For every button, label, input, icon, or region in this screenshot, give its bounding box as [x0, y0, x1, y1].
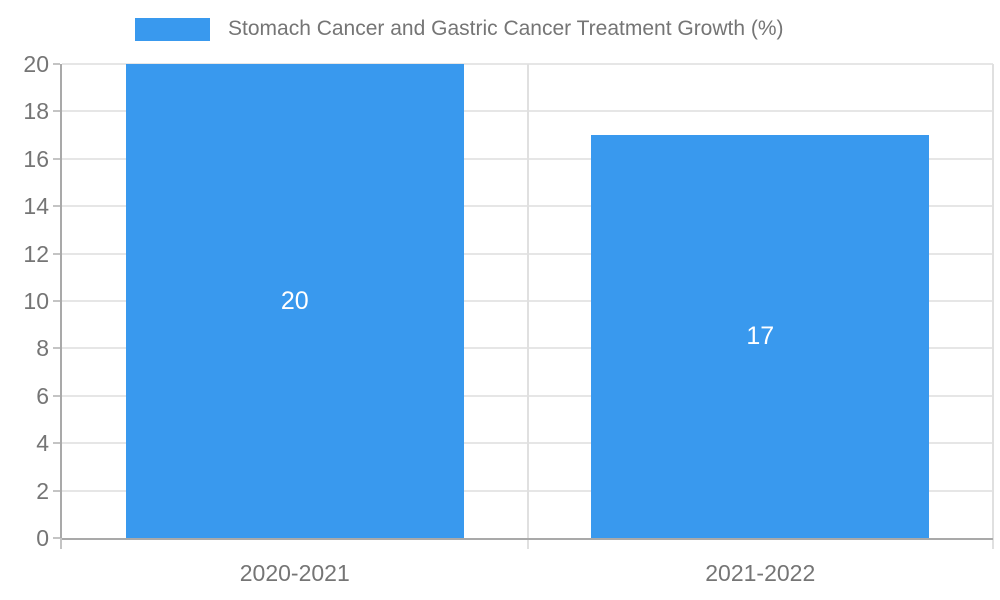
y-axis-tick: [53, 300, 60, 302]
y-tick-label: 18: [23, 98, 49, 125]
y-tick-label: 12: [23, 240, 49, 267]
y-axis-tick: [53, 157, 60, 160]
plot-right-border: [992, 64, 994, 549]
y-tick-label: 20: [23, 51, 49, 77]
y-tick-label: 4: [36, 430, 49, 457]
plot-area: 0 2 4 6 8 10 12 14 16 18 20 20 17: [23, 51, 994, 551]
bar-value-label: 20: [280, 286, 309, 315]
x-tick-label: 2021-2022: [705, 560, 816, 586]
y-axis-tick: [53, 347, 60, 350]
y-axis-tick: [53, 537, 60, 539]
y-axis-tick: [53, 394, 60, 397]
y-tick-label: 2: [36, 477, 49, 504]
legend-swatch: [135, 17, 210, 41]
y-axis-tick: [53, 63, 60, 65]
bar[interactable]: 20: [125, 64, 464, 538]
bar-value-label: 17: [746, 322, 775, 350]
y-tick-label: 0: [36, 525, 49, 551]
bar[interactable]: 17: [591, 135, 930, 538]
x-axis-origin-tick: [60, 538, 62, 549]
y-axis-line: [60, 64, 62, 538]
y-axis-tick: [53, 205, 60, 208]
y-axis-tick: [53, 252, 60, 255]
category-divider: [526, 64, 529, 549]
y-axis-tick: [53, 110, 60, 113]
chart-legend[interactable]: Stomach Cancer and Gastric Cancer Treatm…: [135, 17, 784, 41]
y-tick-label: 10: [23, 288, 49, 314]
x-axis-line: [60, 538, 993, 540]
y-axis-tick: [53, 442, 60, 445]
y-axis-tick: [53, 489, 60, 492]
legend-label: Stomach Cancer and Gastric Cancer Treatm…: [228, 17, 784, 40]
y-tick-label: 16: [23, 145, 49, 172]
y-tick-label: 8: [36, 335, 49, 362]
y-tick-label: 6: [36, 382, 49, 409]
y-tick-label: 14: [23, 193, 49, 220]
x-tick-label: 2020-2021: [239, 560, 350, 586]
